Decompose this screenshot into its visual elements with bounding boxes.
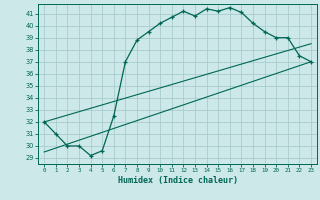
X-axis label: Humidex (Indice chaleur): Humidex (Indice chaleur) xyxy=(118,176,238,185)
